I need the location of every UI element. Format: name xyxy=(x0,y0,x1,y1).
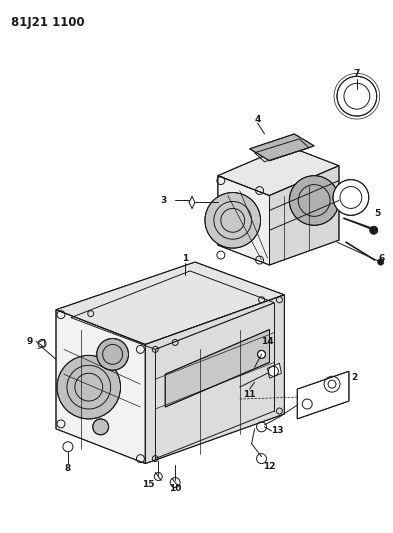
Text: 10: 10 xyxy=(169,484,181,493)
Circle shape xyxy=(257,350,266,358)
Text: 81J21 1100: 81J21 1100 xyxy=(11,16,85,29)
Circle shape xyxy=(378,259,384,265)
Text: 6: 6 xyxy=(378,254,385,263)
Text: 1: 1 xyxy=(182,254,188,263)
Text: 4: 4 xyxy=(254,115,261,124)
Circle shape xyxy=(97,338,129,370)
Text: 7: 7 xyxy=(354,69,360,78)
Polygon shape xyxy=(56,262,285,344)
Polygon shape xyxy=(270,166,339,265)
Polygon shape xyxy=(268,364,281,378)
Polygon shape xyxy=(145,295,285,464)
Circle shape xyxy=(337,76,377,116)
Text: 12: 12 xyxy=(263,462,276,471)
Text: 2: 2 xyxy=(351,373,357,382)
Circle shape xyxy=(333,180,369,215)
Circle shape xyxy=(93,419,108,435)
Polygon shape xyxy=(297,372,349,419)
Circle shape xyxy=(289,176,339,225)
Text: 8: 8 xyxy=(65,464,71,473)
Text: 9: 9 xyxy=(26,337,32,346)
Polygon shape xyxy=(250,134,314,161)
Polygon shape xyxy=(218,146,339,196)
Circle shape xyxy=(57,356,121,419)
Polygon shape xyxy=(56,310,145,464)
Text: 3: 3 xyxy=(160,196,166,205)
Text: 5: 5 xyxy=(375,209,381,218)
Circle shape xyxy=(205,192,261,248)
Text: 15: 15 xyxy=(142,480,154,489)
Polygon shape xyxy=(218,176,270,265)
Circle shape xyxy=(370,227,378,234)
Text: 14: 14 xyxy=(261,337,274,346)
Text: 13: 13 xyxy=(271,426,284,435)
Polygon shape xyxy=(165,329,270,407)
Text: 11: 11 xyxy=(243,390,256,399)
